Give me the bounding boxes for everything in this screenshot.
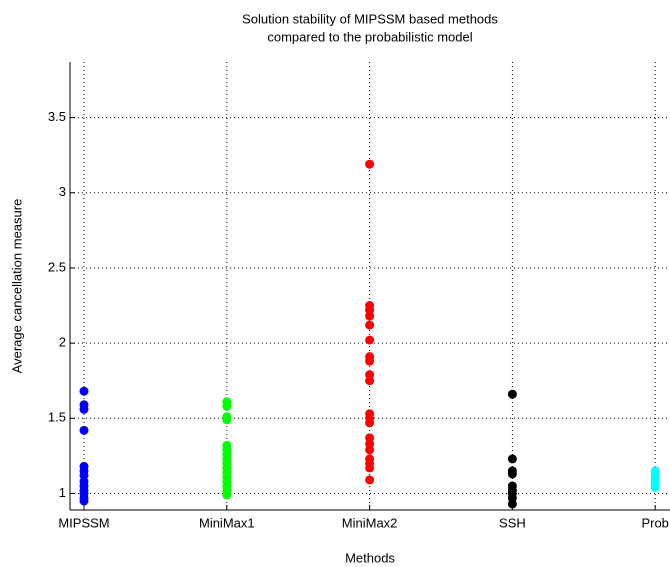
- y-tick-label: 3: [59, 184, 66, 199]
- chart-title: compared to the probabilistic model: [267, 29, 472, 44]
- x-tick-label: MiniMax2: [342, 515, 398, 530]
- point: [365, 475, 375, 485]
- x-tick-label: MiniMax1: [199, 515, 255, 530]
- y-tick-label: 2.5: [48, 259, 66, 274]
- point: [365, 335, 375, 345]
- x-tick-label: Prob: [641, 515, 668, 530]
- point: [79, 425, 89, 435]
- point: [365, 463, 375, 473]
- point: [507, 469, 517, 479]
- point: [222, 490, 232, 500]
- point: [365, 320, 375, 330]
- x-tick-label: MIPSSM: [58, 515, 109, 530]
- point: [365, 356, 375, 366]
- point: [79, 386, 89, 396]
- point: [507, 454, 517, 464]
- y-tick-label: 3.5: [48, 109, 66, 124]
- point: [507, 499, 517, 509]
- point: [365, 311, 375, 321]
- point: [222, 401, 232, 411]
- y-tick-label: 2: [59, 335, 66, 350]
- point: [79, 404, 89, 414]
- chart-title: Solution stability of MIPSSM based metho…: [242, 11, 498, 26]
- x-tick-label: SSH: [499, 515, 526, 530]
- point: [365, 159, 375, 169]
- point: [365, 445, 375, 455]
- y-axis-label: Average cancellation measure: [9, 199, 24, 374]
- x-axis-label: Methods: [345, 550, 395, 565]
- point: [365, 418, 375, 428]
- point: [222, 415, 232, 425]
- point: [365, 376, 375, 386]
- point: [79, 496, 89, 506]
- point: [507, 389, 517, 399]
- y-tick-label: 1.5: [48, 410, 66, 425]
- point: [650, 482, 660, 492]
- y-tick-label: 1: [59, 485, 66, 500]
